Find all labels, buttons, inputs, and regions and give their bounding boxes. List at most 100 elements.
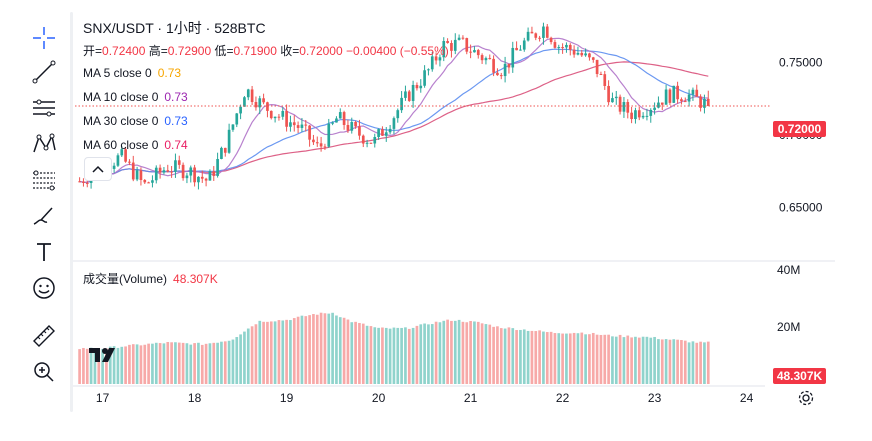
low-label: 低=: [214, 44, 234, 58]
volume-bar: [591, 332, 595, 384]
candle-body: [595, 59, 599, 74]
volume-bar: [480, 323, 484, 384]
ma30-legend[interactable]: MA 30 close 0 0.73: [83, 114, 188, 128]
volume-bar: [511, 328, 515, 384]
ma60-value: 0.74: [164, 138, 188, 152]
volume-bar: [499, 328, 503, 384]
volume-bar: [154, 342, 158, 384]
candle-body: [461, 37, 465, 39]
volume-bar: [105, 348, 108, 384]
volume-bar: [289, 320, 292, 384]
volume-bar: [327, 313, 331, 384]
volume-bar: [381, 327, 384, 384]
tradingview-logo[interactable]: [86, 340, 122, 370]
candle-body: [515, 47, 518, 51]
emoji-icon[interactable]: [28, 272, 60, 304]
volume-bar: [377, 327, 380, 384]
candle-body: [580, 52, 584, 56]
gear-icon[interactable]: [797, 389, 815, 407]
candle-body: [542, 26, 545, 38]
candle-body: [664, 89, 668, 105]
volume-bar: [93, 348, 97, 384]
candle-body: [526, 31, 530, 41]
horizontal-lines-icon[interactable]: [28, 92, 60, 124]
volume-bar: [630, 337, 633, 384]
collapse-legend-button[interactable]: [84, 157, 112, 181]
volume-bar: [641, 336, 645, 384]
volume-bar: [346, 319, 350, 384]
zoom-icon[interactable]: [28, 356, 60, 388]
volume-bar: [269, 321, 273, 384]
candle-body: [557, 47, 561, 49]
volume-bar: [120, 346, 124, 384]
candle-body: [407, 91, 411, 101]
volume-legend[interactable]: 成交量(Volume) 48.307K: [83, 270, 218, 287]
volume-bar: [530, 330, 534, 384]
volume-bar: [231, 339, 235, 384]
volume-bar: [438, 322, 442, 384]
candle-body: [568, 44, 572, 50]
volume-bar: [162, 343, 166, 384]
ma10-legend[interactable]: MA 10 close 0 0.73: [83, 90, 188, 104]
volume-bar: [664, 339, 668, 384]
candle-body: [82, 181, 85, 183]
volume-tick-label: 40M: [777, 263, 800, 277]
candle-body: [584, 53, 587, 56]
brush-icon[interactable]: [28, 200, 60, 232]
trend-line-icon[interactable]: [28, 56, 60, 88]
time-tick-label: 19: [280, 391, 294, 405]
volume-bar: [561, 333, 564, 384]
ma60-legend[interactable]: MA 60 close 0 0.74: [83, 138, 188, 152]
volume-bar: [197, 342, 200, 384]
volume-bar: [124, 346, 127, 384]
volume-bar: [522, 329, 526, 384]
candle-body: [262, 98, 265, 103]
candle-body: [231, 124, 235, 130]
candle-body: [649, 109, 653, 116]
volume-bar: [549, 331, 553, 384]
candle-body: [645, 115, 649, 117]
price-tick-label: 0.65000: [779, 200, 823, 214]
ruler-icon[interactable]: [28, 320, 60, 352]
candle-body: [549, 37, 553, 43]
volume-bar: [350, 322, 354, 384]
candle-body: [300, 124, 304, 128]
candle-body: [545, 26, 549, 38]
volume-bar: [580, 332, 584, 384]
candle-body: [361, 135, 365, 144]
candle-body: [197, 176, 200, 183]
volume-bar: [404, 327, 407, 384]
candle-body: [484, 58, 488, 61]
volume-bar: [653, 336, 656, 384]
candle-body: [128, 161, 131, 163]
candle-body: [166, 170, 170, 172]
time-tick-label: 20: [372, 391, 386, 405]
volume-bar: [181, 342, 185, 384]
volume-bar: [465, 322, 469, 384]
crosshair-icon[interactable]: [28, 22, 60, 54]
volume-bar: [703, 342, 706, 384]
candle-body: [699, 96, 702, 108]
candle-body: [208, 171, 212, 181]
candle-body: [706, 98, 710, 107]
fib-icon[interactable]: [28, 164, 60, 196]
candle-body: [338, 112, 342, 119]
candle-body: [331, 122, 334, 124]
ma5-legend[interactable]: MA 5 close 0 0.73: [83, 66, 181, 80]
candle-body: [561, 47, 564, 49]
volume-bar: [699, 341, 702, 384]
candle-body: [499, 75, 503, 77]
candle-body: [216, 158, 219, 176]
volume-bar: [622, 337, 626, 384]
pattern-icon[interactable]: [28, 128, 60, 160]
volume-bar: [660, 339, 664, 384]
candle-body: [630, 112, 633, 120]
text-icon[interactable]: [28, 236, 60, 268]
toolbar-separator: [70, 12, 73, 412]
volume-bar: [212, 342, 216, 384]
candle-body: [438, 57, 442, 61]
candle-body: [492, 58, 495, 73]
last-price-badge: 0.72000: [773, 121, 826, 137]
candle-body: [292, 122, 296, 126]
